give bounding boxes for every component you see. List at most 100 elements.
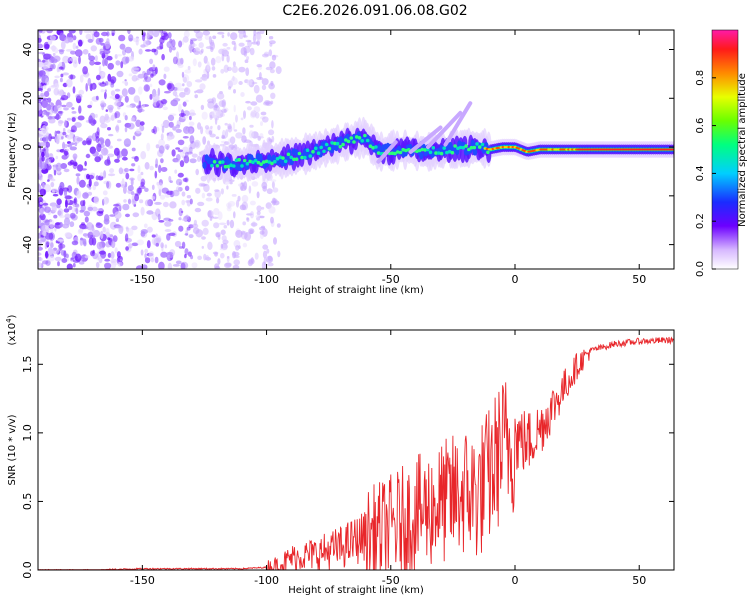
noise-blob	[181, 191, 186, 197]
noise-blob	[38, 87, 43, 91]
noise-blob	[137, 104, 143, 113]
noise-blob	[160, 158, 164, 164]
ridge-band-core	[390, 151, 395, 155]
noise-blob	[182, 83, 185, 87]
noise-blob	[114, 93, 120, 99]
noise-blob	[124, 167, 129, 173]
noise-blob	[144, 199, 151, 207]
noise-blob	[38, 102, 42, 111]
noise-blob	[255, 94, 264, 103]
ridge-band-core	[415, 149, 419, 153]
noise-blob	[109, 234, 114, 238]
noise-blob	[216, 92, 225, 100]
noise-blob	[52, 193, 59, 197]
noise-blob	[124, 115, 128, 121]
noise-blob	[218, 222, 227, 226]
noise-blob	[106, 55, 113, 61]
noise-blob	[45, 241, 50, 246]
noise-blob	[56, 204, 61, 209]
noise-blob	[67, 144, 72, 148]
noise-blob	[113, 203, 120, 207]
noise-blob	[44, 232, 53, 240]
noise-blob	[75, 45, 79, 49]
noise-blob	[100, 123, 108, 129]
noise-blob	[164, 221, 172, 227]
noise-blob	[261, 78, 269, 86]
noise-blob	[158, 145, 165, 154]
noise-blob	[110, 83, 115, 88]
noise-blob	[57, 90, 65, 95]
noise-blob	[205, 255, 210, 261]
noise-blob	[58, 120, 64, 124]
spectrogram-y-tick-label: -20	[21, 187, 34, 205]
noise-blob	[161, 53, 165, 61]
noise-blob	[50, 181, 55, 188]
noise-blob	[269, 69, 275, 74]
noise-blob	[212, 216, 219, 219]
noise-blob	[96, 143, 102, 153]
noise-blob	[85, 83, 88, 92]
snr-y-tick-label: 1.5	[21, 356, 34, 374]
noise-blob	[118, 151, 123, 158]
noise-blob	[46, 30, 53, 34]
noise-blob	[104, 91, 107, 100]
ridge-band-core	[401, 147, 406, 152]
noise-blob	[251, 181, 259, 187]
noise-blob	[136, 239, 144, 246]
noise-blob	[104, 159, 111, 166]
noise-blob	[137, 173, 142, 182]
noise-blob	[123, 185, 127, 194]
noise-blob	[151, 48, 157, 53]
noise-blob	[256, 63, 263, 68]
ridge-band-core	[270, 161, 274, 166]
ridge-band-core	[259, 162, 263, 166]
noise-blob	[233, 129, 238, 132]
noise-blob	[38, 147, 41, 153]
noise-blob	[95, 113, 98, 118]
noise-blob	[163, 66, 170, 72]
noise-blob	[109, 168, 115, 174]
noise-blob	[212, 105, 220, 111]
ridge-band-core	[221, 160, 225, 164]
noise-blob	[103, 196, 109, 205]
noise-blob	[176, 51, 179, 60]
noise-blob	[84, 216, 89, 223]
noise-blob	[245, 39, 252, 43]
noise-blob	[118, 167, 124, 175]
ridge-streak	[408, 125, 443, 154]
spectrogram-x-label: Height of straight line (km)	[288, 285, 424, 296]
noise-blob	[47, 209, 52, 216]
noise-blob	[95, 222, 103, 229]
noise-blob	[146, 142, 151, 152]
noise-blob	[126, 228, 134, 237]
noise-blob	[255, 33, 262, 41]
noise-blob	[140, 178, 146, 186]
noise-blob	[114, 247, 118, 254]
noise-blob	[38, 225, 41, 229]
noise-blob	[59, 32, 65, 41]
noise-blob	[157, 213, 161, 221]
noise-blob	[215, 232, 221, 238]
noise-blob	[190, 255, 194, 260]
ridge-band-core	[354, 135, 359, 139]
noise-blob	[150, 257, 155, 263]
noise-blob	[249, 229, 254, 235]
noise-blob	[125, 246, 129, 251]
noise-blob	[266, 248, 270, 254]
noise-blob	[60, 40, 66, 50]
ridge-band-core	[393, 151, 397, 156]
noise-blob	[268, 36, 274, 40]
noise-blob	[201, 111, 208, 120]
ridge-band-core	[428, 150, 433, 155]
noise-blob	[256, 76, 264, 81]
noise-blob	[270, 100, 274, 105]
noise-blob	[195, 187, 201, 194]
noise-blob	[238, 183, 242, 187]
noise-blob	[261, 261, 266, 269]
noise-blob	[226, 46, 231, 50]
snr-x-tick-label: -100	[254, 574, 279, 587]
noise-blob	[240, 92, 245, 97]
noise-blob	[62, 141, 66, 150]
noise-blob	[102, 58, 106, 67]
noise-blob	[180, 262, 186, 269]
